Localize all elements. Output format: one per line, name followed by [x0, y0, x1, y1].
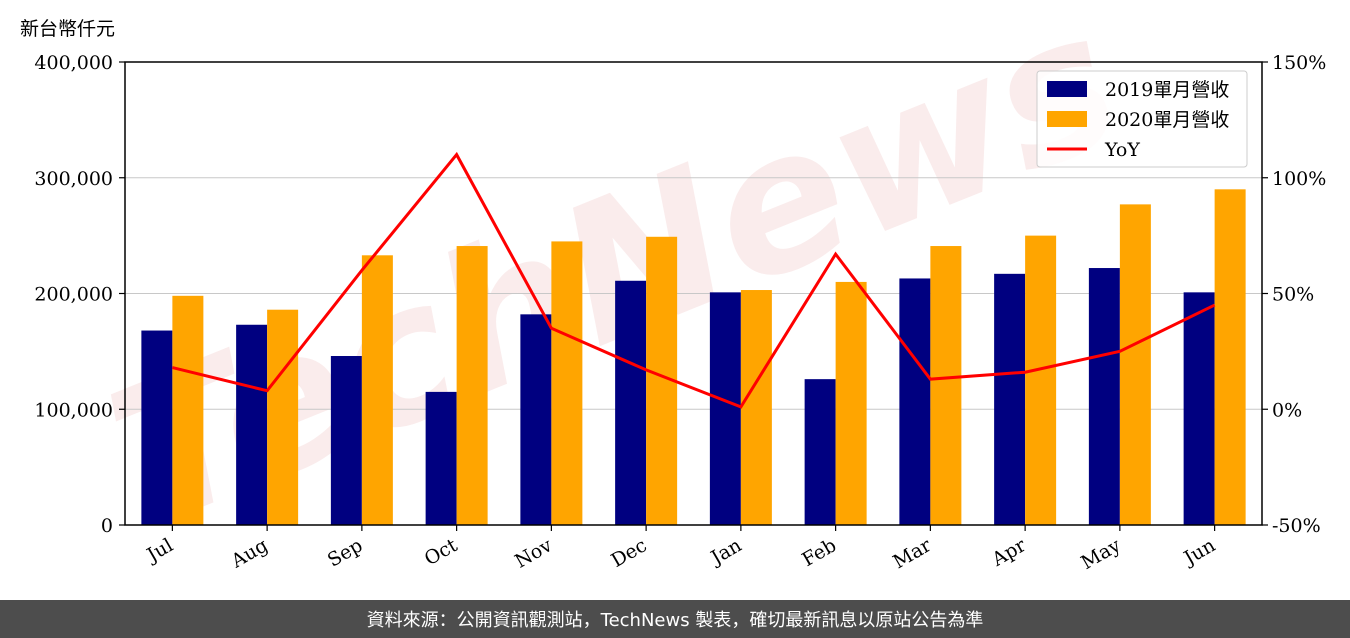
- bar-2020-jan: [740, 290, 772, 525]
- bar-2019-nov: [520, 314, 552, 525]
- bar-2020-mar: [930, 246, 962, 526]
- bar-2020-jun: [1214, 189, 1246, 525]
- x-tick-label-oct: Oct: [421, 534, 462, 570]
- x-tick-label-jun: Jun: [1179, 534, 1220, 570]
- bar-2020-feb: [835, 281, 867, 525]
- bar-2020-apr: [1025, 235, 1057, 525]
- x-tick-label-dec: Dec: [607, 534, 650, 572]
- y-left-tick-label: 300,000: [34, 168, 113, 190]
- y-right-tick-label: 150%: [1272, 52, 1326, 74]
- y-right-tick-label: 50%: [1272, 284, 1314, 306]
- footer-text: 資料來源：公開資訊觀測站，TechNews 製表，確切最新訊息以原站公告為準: [366, 610, 984, 631]
- bar-2020-aug: [267, 309, 299, 525]
- bar-2020-nov: [551, 241, 583, 525]
- y-left-tick-label: 100,000: [34, 399, 113, 421]
- legend-label-1: 2020單月營收: [1105, 109, 1229, 131]
- bar-2020-may: [1119, 204, 1151, 525]
- x-tick-label-nov: Nov: [511, 534, 556, 573]
- legend-swatch-0: [1047, 81, 1087, 97]
- bar-2019-apr: [994, 273, 1026, 525]
- bar-2019-jan: [709, 292, 741, 525]
- bar-2019-sep: [330, 356, 362, 525]
- x-tick-label-sep: Sep: [324, 534, 367, 571]
- bar-2020-oct: [456, 246, 488, 526]
- x-tick-label-apr: Apr: [987, 534, 1030, 571]
- legend-box: [1036, 70, 1248, 168]
- yoy-line: [172, 151, 1216, 409]
- y-right-tick-label: 100%: [1272, 168, 1326, 190]
- y-left-tick-label: 0: [101, 515, 113, 537]
- y-right-tick-label: -50%: [1272, 515, 1321, 537]
- x-tick-label-jan: Jan: [706, 534, 746, 570]
- legend-label-0: 2019單月營收: [1105, 79, 1229, 101]
- bar-2019-mar: [899, 278, 931, 525]
- x-tick-label-feb: Feb: [798, 534, 840, 571]
- bar-2020-jul: [172, 295, 204, 525]
- y-axis-unit-label: 新台幣仟元: [20, 18, 116, 40]
- x-tick-label-may: May: [1077, 534, 1124, 574]
- chart-area: TechNews0100,000200,000300,000400,000-50…: [34, 0, 1326, 574]
- revenue-chart: TechNews0100,000200,000300,000400,000-50…: [34, 0, 1326, 574]
- y-right-tick-label: 0%: [1272, 399, 1302, 421]
- bar-2019-jun: [1183, 292, 1215, 525]
- bar-2019-feb: [804, 379, 836, 525]
- legend-label-2: YoY: [1104, 139, 1140, 161]
- bar-2019-jul: [141, 330, 173, 525]
- y-left-tick-label: 400,000: [34, 52, 113, 74]
- y-left-tick-label: 200,000: [34, 284, 113, 306]
- bar-2019-aug: [236, 324, 268, 525]
- bar-2020-sep: [361, 255, 393, 526]
- bar-2019-dec: [615, 280, 647, 525]
- bar-2019-may: [1088, 268, 1120, 525]
- bar-2019-oct: [425, 391, 457, 525]
- source-footer: 資料來源：公開資訊觀測站，TechNews 製表，確切最新訊息以原站公告為準: [0, 600, 1350, 638]
- x-tick-label-mar: Mar: [889, 534, 935, 573]
- legend-swatch-1: [1047, 111, 1087, 127]
